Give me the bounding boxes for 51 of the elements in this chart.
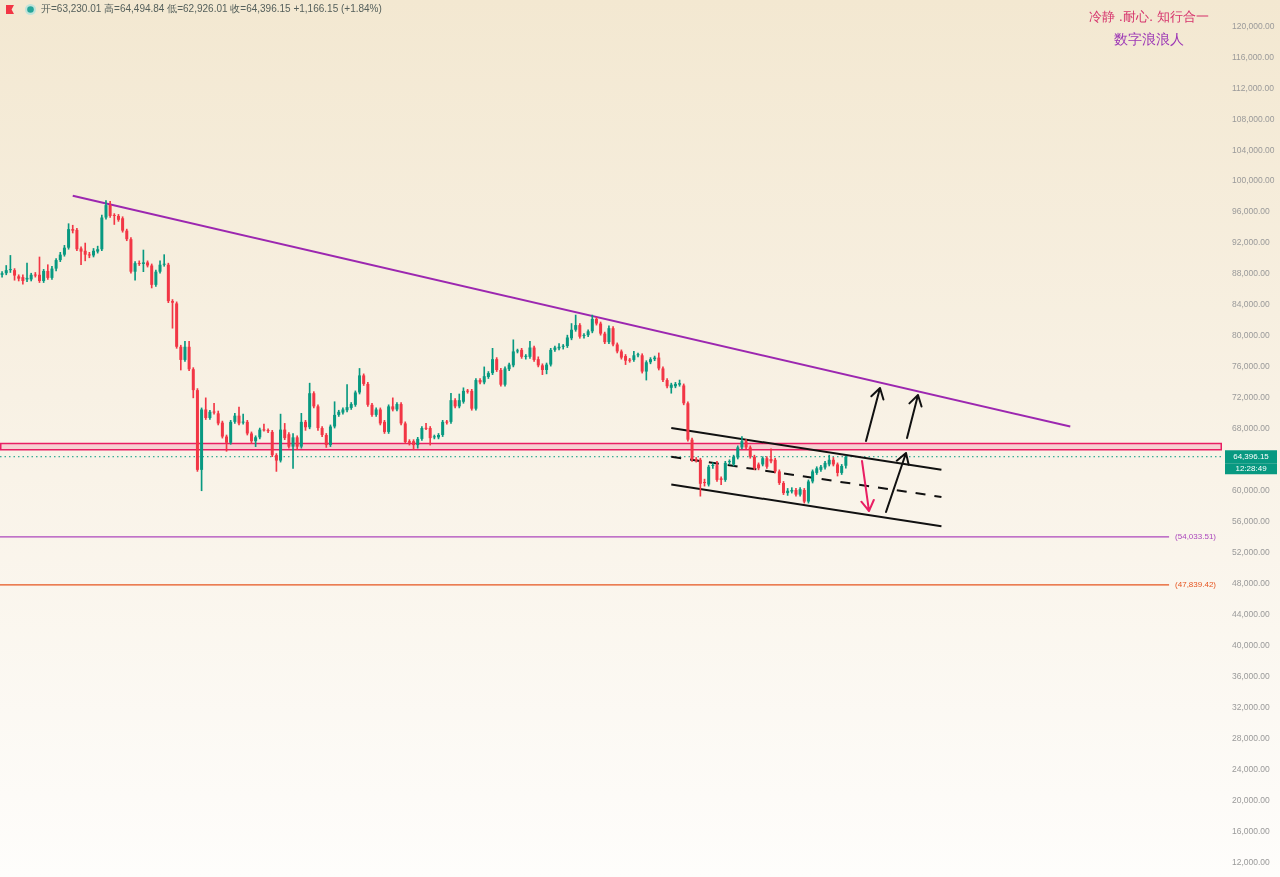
candlestick: [515, 348, 519, 354]
candlestick: [648, 357, 652, 365]
y-tick-label: 40,000.00: [1232, 639, 1271, 650]
candlestick: [37, 256, 41, 283]
candlestick: [345, 384, 349, 413]
candlestick: [79, 246, 83, 266]
y-tick-label: 108,000.00: [1232, 113, 1275, 124]
y-tick-label: 72,000.00: [1232, 392, 1271, 403]
y-tick-label: 88,000.00: [1232, 268, 1271, 279]
candlestick: [262, 423, 266, 432]
y-tick-label: 24,000.00: [1232, 763, 1271, 774]
y-tick-label: 100,000.00: [1232, 175, 1275, 186]
annotation: 数字浪浪人: [1113, 31, 1185, 48]
y-tick-label: 20,000.00: [1232, 794, 1271, 805]
chart-title: 开=63,230.01 高=64,494.84 低=62,926.01 收=64,396.15 +1,166.15 (+1.84%): [41, 3, 382, 15]
y-tick-label: 76,000.00: [1232, 361, 1271, 372]
text: 12:28:49: [1235, 463, 1268, 473]
y-tick-label: 48,000.00: [1232, 577, 1271, 588]
y-tick-label: 68,000.00: [1232, 423, 1271, 434]
candlestick: [582, 333, 586, 339]
candlestick: [83, 242, 87, 262]
y-tick-label: 44,000.00: [1232, 608, 1271, 619]
y-tick-label: 116,000.00: [1232, 51, 1275, 62]
y-tick-label: 80,000.00: [1232, 330, 1271, 341]
candlestick: [782, 481, 785, 495]
y-tick-label: 112,000.00: [1232, 82, 1275, 93]
candlestick: [445, 419, 449, 425]
y-tick-label: 120,000.00: [1232, 20, 1275, 31]
y-tick-label: 104,000.00: [1232, 144, 1275, 155]
y-tick-label: 36,000.00: [1232, 670, 1271, 681]
y-tick-label: 52,000.00: [1232, 547, 1271, 558]
y-tick-label: 28,000.00: [1232, 732, 1271, 743]
y-tick-label: 60,000.00: [1232, 485, 1271, 496]
candlestick: [836, 462, 840, 477]
y-tick-label: 96,000.00: [1232, 206, 1271, 217]
candlestick: [171, 299, 174, 329]
y-tick-label: 16,000.00: [1232, 825, 1271, 836]
candlestick: [241, 413, 245, 425]
y-tick-label: 56,000.00: [1232, 516, 1271, 527]
ref-line-label: (54,033.51): [1175, 532, 1217, 542]
candlestick: [304, 419, 307, 431]
candlestick: [628, 358, 632, 363]
candlestick: [719, 476, 723, 485]
ref-line-label: (47,839.42): [1175, 580, 1217, 590]
y-tick-label: 92,000.00: [1232, 237, 1271, 248]
y-tick-label: 84,000.00: [1232, 299, 1271, 310]
y-tick-label: 32,000.00: [1232, 701, 1271, 712]
candlestick: [225, 434, 229, 452]
ref-line-label: 64,396.15: [1233, 452, 1270, 462]
annotation: 冷静 .耐心. 知行合一: [1087, 9, 1211, 25]
y-tick-label: 12,000.00: [1232, 856, 1271, 867]
